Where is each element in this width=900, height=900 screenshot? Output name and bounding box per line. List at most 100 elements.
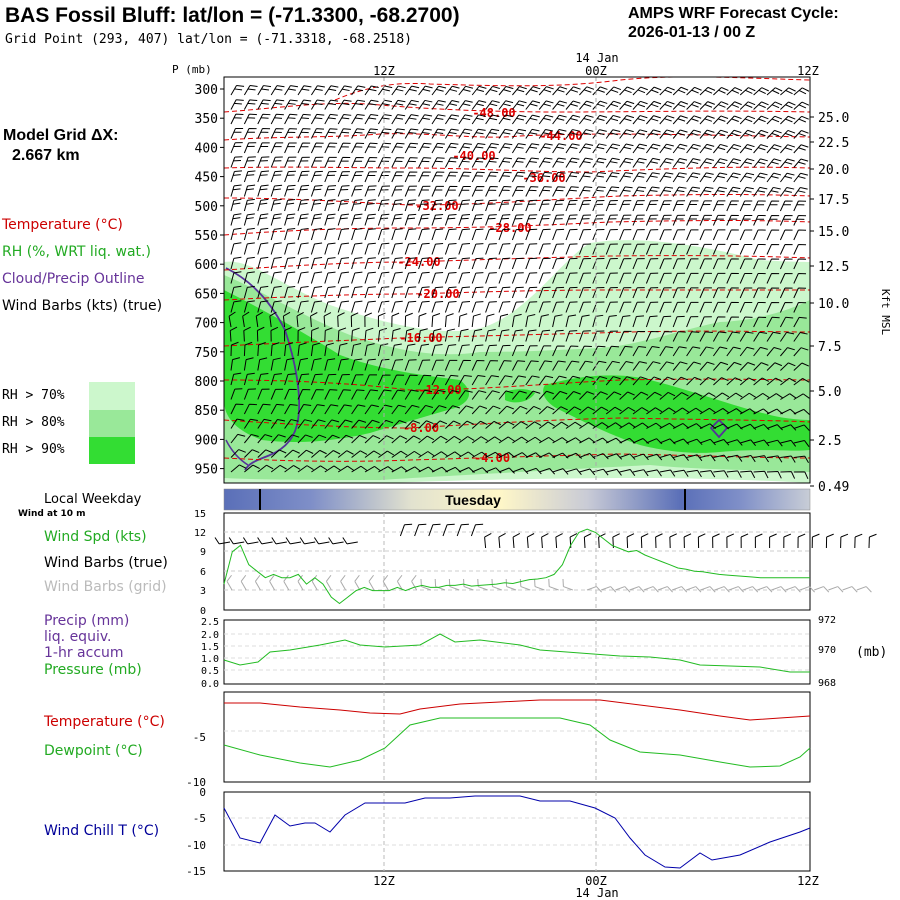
wind-barb bbox=[525, 199, 538, 212]
wind-barb bbox=[645, 172, 660, 183]
wind-barb bbox=[552, 171, 566, 183]
wind-barb bbox=[297, 404, 312, 415]
wind-barb bbox=[324, 128, 338, 139]
wind-barb bbox=[444, 128, 459, 139]
wind-barb bbox=[364, 171, 377, 183]
wind-barb bbox=[230, 464, 247, 473]
wind-barb bbox=[525, 257, 538, 270]
legend-precip: Precip (mm) bbox=[44, 613, 130, 629]
wind-barb bbox=[445, 420, 461, 429]
wind-barb bbox=[270, 198, 282, 212]
wind-barb bbox=[270, 242, 282, 255]
wind-barb bbox=[552, 257, 565, 270]
wind-barb bbox=[619, 469, 636, 476]
wind-barb bbox=[351, 374, 364, 386]
wind-barb bbox=[498, 272, 511, 284]
wind-barb bbox=[578, 330, 591, 342]
wind-barb bbox=[632, 469, 649, 477]
grid-wind-barb bbox=[728, 586, 744, 593]
wind-barb bbox=[284, 357, 295, 371]
wind-barb bbox=[713, 407, 730, 415]
wind-speed-tick-label: 0 bbox=[200, 606, 206, 617]
wind-barb bbox=[512, 405, 528, 415]
wind-barb bbox=[377, 99, 392, 110]
wind-barb bbox=[243, 99, 258, 110]
wind-barb bbox=[739, 200, 753, 212]
surface-wind-barb bbox=[242, 537, 259, 545]
wind-barb bbox=[605, 229, 618, 241]
wind-barb bbox=[485, 157, 499, 168]
wind-barb bbox=[713, 101, 729, 110]
wind-barb bbox=[458, 405, 474, 415]
wind-barb bbox=[297, 257, 309, 270]
wind-barb bbox=[565, 406, 582, 415]
wind-barb bbox=[310, 113, 325, 125]
wind-barb bbox=[699, 143, 715, 154]
wind-barb bbox=[726, 229, 739, 241]
wind-barb bbox=[739, 316, 753, 328]
wind-barb bbox=[713, 143, 728, 154]
wind-barb bbox=[391, 343, 402, 357]
wind-barb bbox=[284, 156, 297, 168]
pressure-tick-label: 350 bbox=[195, 112, 218, 127]
wind-barb bbox=[726, 200, 739, 212]
wind-barb bbox=[431, 343, 443, 357]
wind-barb bbox=[337, 213, 350, 226]
wind-barb bbox=[471, 257, 484, 270]
wind-barb bbox=[659, 376, 675, 386]
wind-barb bbox=[565, 286, 578, 299]
wind-barb bbox=[498, 186, 512, 197]
wind-barb bbox=[444, 199, 457, 212]
wind-barb bbox=[525, 421, 542, 429]
surface-wind-barb bbox=[683, 533, 692, 549]
wind-barb bbox=[753, 362, 769, 371]
wind-barb bbox=[458, 128, 473, 139]
wind-barb bbox=[324, 327, 333, 342]
wind-barb bbox=[485, 329, 496, 342]
wind-barb bbox=[712, 229, 726, 241]
wind-barb bbox=[659, 86, 675, 96]
wind-barb bbox=[378, 419, 394, 429]
wind-barb bbox=[511, 301, 524, 313]
wind-barb bbox=[793, 302, 807, 313]
wind-barb bbox=[310, 99, 325, 110]
wind-barb bbox=[739, 172, 755, 183]
wind-barb bbox=[284, 256, 296, 270]
wind-barb bbox=[793, 130, 809, 139]
wind-barb bbox=[431, 257, 444, 270]
wind-barb bbox=[739, 301, 753, 313]
legend-wind-chill: Wind Chill T (°C) bbox=[44, 823, 160, 839]
precip-tick-label: 1.0 bbox=[201, 654, 219, 665]
wind-barb bbox=[646, 115, 661, 125]
wind-barb bbox=[619, 214, 632, 226]
wind-barb bbox=[471, 375, 486, 386]
wind-barb bbox=[740, 423, 757, 430]
wind-barb bbox=[565, 157, 580, 168]
wind-barb bbox=[766, 316, 780, 328]
wind-barb bbox=[779, 301, 793, 313]
wind-barb bbox=[538, 345, 552, 357]
wind-barb bbox=[297, 286, 309, 299]
wind-barb bbox=[418, 328, 428, 342]
wind-speed-line bbox=[223, 528, 810, 605]
wind-barb bbox=[766, 129, 782, 139]
wind-barb bbox=[646, 129, 661, 139]
wind-barb bbox=[404, 271, 417, 284]
wind-barb bbox=[538, 406, 555, 415]
contour-minus-28 bbox=[224, 220, 810, 236]
wind-barb bbox=[739, 392, 756, 400]
wind-barb bbox=[458, 313, 468, 328]
wind-barb bbox=[284, 85, 299, 96]
wind-barb bbox=[672, 143, 688, 154]
wind-barb bbox=[270, 357, 281, 371]
wind-barb bbox=[766, 258, 780, 270]
wind-barb bbox=[645, 361, 661, 371]
wind-barb bbox=[632, 100, 648, 110]
wind-barb bbox=[230, 388, 243, 400]
wind-barb bbox=[351, 343, 362, 357]
wind-barb bbox=[552, 360, 566, 371]
wind-barb bbox=[310, 199, 323, 212]
wind-barb bbox=[659, 331, 673, 342]
wind-barb bbox=[766, 424, 783, 431]
wind-barb bbox=[337, 156, 351, 168]
